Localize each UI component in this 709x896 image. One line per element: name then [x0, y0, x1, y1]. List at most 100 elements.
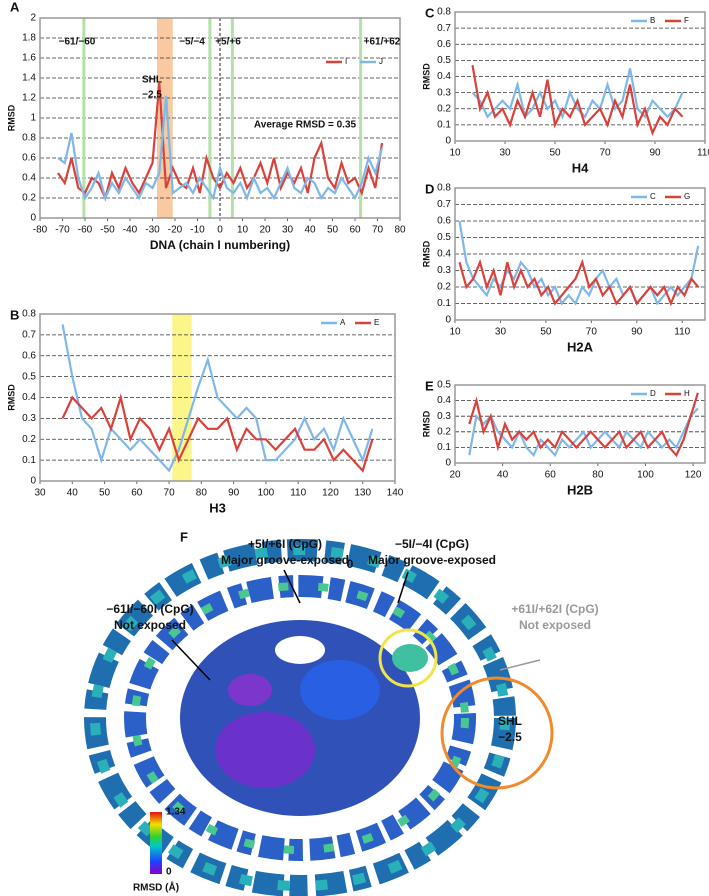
legend-label: D — [650, 389, 656, 398]
y-tick-label: 0.3 — [437, 411, 451, 422]
y-tick-label: 1.4 — [22, 73, 36, 84]
y-tick-label: 0.5 — [437, 55, 451, 66]
legend-label: F — [684, 16, 689, 25]
y-tick-label: 0.4 — [437, 395, 451, 406]
annotation: −61I/−60I (CpG) — [106, 602, 193, 616]
panel-label: E — [425, 378, 434, 393]
x-tick-label: 50 — [549, 148, 561, 159]
y-tick-label: 0 — [30, 476, 36, 487]
x-axis-label: DNA (chain I numbering) — [150, 238, 290, 252]
x-tick-label: 50 — [327, 225, 339, 236]
dna-outer-accent — [90, 545, 510, 891]
colorbar — [150, 812, 162, 874]
legend-label: I — [345, 57, 347, 66]
annotation: Not exposed — [114, 618, 186, 632]
x-tick-label: 50 — [540, 327, 552, 338]
x-tick-label: -60 — [78, 225, 93, 236]
y-tick-label: 0.3 — [437, 87, 451, 98]
core-part — [300, 660, 380, 720]
annotation: +61I/+62I (CpG) — [511, 602, 598, 616]
y-tick-label: 1.8 — [22, 33, 36, 44]
y-tick-label: 0.5 — [437, 232, 451, 243]
y-tick-label: 0.4 — [22, 173, 36, 184]
series-line — [61, 324, 374, 473]
x-tick-label: -10 — [190, 225, 205, 236]
panel-label: A — [10, 0, 20, 14]
y-tick-label: 0.2 — [22, 434, 36, 445]
arrow — [171, 639, 211, 681]
colorbar-label: RMSD (Å) — [133, 881, 179, 894]
panel-label: B — [10, 307, 19, 322]
y-axis-label: RMSD — [6, 384, 16, 411]
plot-frame — [39, 17, 401, 219]
x-tick-label: 0 — [217, 225, 223, 236]
x-tick-label: 80 — [196, 488, 208, 499]
annotation: −2.5 — [498, 730, 522, 744]
charts: 00.20.40.60.811.21.41.61.82-80 -70 -60 -50-… — [6, 0, 709, 515]
y-axis-label: RMSD — [421, 240, 431, 267]
x-axis-label: H3 — [209, 500, 226, 515]
y-tick-label: 0.4 — [22, 392, 36, 403]
x-tick-label: 90 — [649, 148, 661, 159]
series-line — [471, 65, 684, 136]
x-tick-label: -50 — [100, 225, 115, 236]
legend-label: E — [374, 318, 379, 327]
y-tick-label: 0.7 — [437, 23, 451, 34]
annotation: SHL — [498, 714, 522, 728]
x-tick-label: 70 — [586, 327, 598, 338]
y-tick-label: 0.8 — [437, 7, 451, 18]
x-tick-label: 50 — [99, 488, 111, 499]
legend-label: G — [684, 192, 690, 201]
colorbar-min: 0 — [166, 867, 172, 878]
arrow — [397, 571, 409, 604]
x-tick-label: 60 — [349, 225, 361, 236]
y-tick-label: 0.7 — [437, 199, 451, 210]
x-tick-label: 80 — [394, 225, 406, 236]
x-tick-label: 60 — [131, 488, 143, 499]
y-tick-label: 0.7 — [22, 330, 36, 341]
annotation: Major groove-exposed — [368, 553, 496, 567]
x-tick-label: 40 — [67, 488, 79, 499]
y-tick-label: 0.5 — [437, 380, 451, 391]
x-tick-label: 30 — [282, 225, 294, 236]
x-tick-label: 10 — [449, 148, 461, 159]
legend-label: J — [379, 57, 383, 66]
x-axis-label: H2A — [567, 339, 594, 354]
arrow — [283, 569, 301, 604]
x-tick-label: 70 — [164, 488, 176, 499]
annotation: −5I/−4I (CpG) — [395, 537, 469, 551]
x-tick-label: 100 — [637, 470, 654, 481]
y-tick-label: 2 — [30, 13, 36, 24]
x-tick-label: 40 — [304, 225, 316, 236]
x-tick-label: 30 — [499, 148, 511, 159]
y-tick-label: 0.2 — [437, 426, 451, 437]
y-tick-label: 0.1 — [437, 120, 451, 131]
panel-f: F +5I/+6I (CpG) Major groove-exposed −5I… — [84, 529, 599, 896]
plot-frame — [454, 11, 706, 142]
core-part — [228, 674, 272, 706]
x-tick-label: 110 — [697, 148, 709, 159]
x-tick-label: 80 — [592, 470, 604, 481]
y-tick-label: 0 — [30, 213, 36, 224]
x-tick-label: 120 — [685, 470, 702, 481]
plot-frame — [454, 187, 706, 321]
y-tick-label: 0.8 — [437, 183, 451, 194]
series-line — [458, 220, 700, 306]
core-part — [392, 644, 428, 672]
x-tick-label: 20 — [449, 470, 461, 481]
x-tick-label: -20 — [168, 225, 183, 236]
legend-label: C — [650, 192, 656, 201]
x-tick-label: 70 — [599, 148, 611, 159]
x-tick-label: 70 — [372, 225, 384, 236]
x-axis-label: H4 — [572, 160, 589, 175]
plot-frame — [39, 313, 396, 482]
legend-label: H — [684, 389, 690, 398]
panel-label: F — [180, 529, 188, 544]
colorbar-max: 1.34 — [166, 807, 186, 818]
annotation: +5/+6 — [215, 37, 241, 48]
x-tick-label: 10 — [237, 225, 249, 236]
arrow — [499, 659, 541, 671]
y-tick-label: 0.1 — [437, 442, 451, 453]
annotation: +61/+62 — [364, 37, 401, 48]
x-tick-label: 60 — [545, 470, 557, 481]
